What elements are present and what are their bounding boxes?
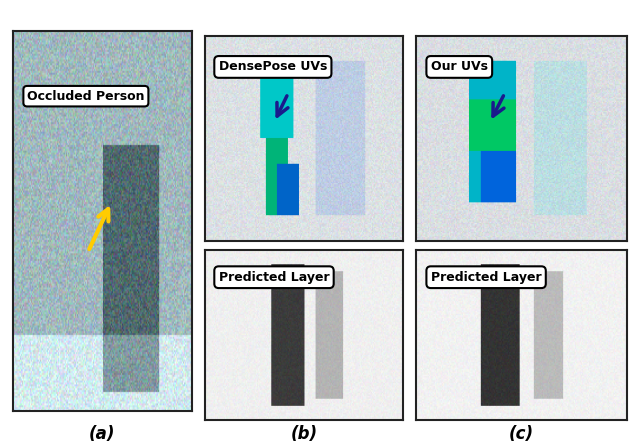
Text: (a): (a)	[89, 425, 116, 443]
Text: Our UVs: Our UVs	[431, 60, 488, 73]
Text: (b): (b)	[291, 425, 317, 443]
Text: Predicted Layer: Predicted Layer	[431, 271, 541, 284]
Text: Occluded Person: Occluded Person	[27, 90, 145, 103]
Text: Predicted Layer: Predicted Layer	[219, 271, 330, 284]
Text: (c): (c)	[509, 425, 534, 443]
Text: DensePose UVs: DensePose UVs	[219, 60, 327, 73]
